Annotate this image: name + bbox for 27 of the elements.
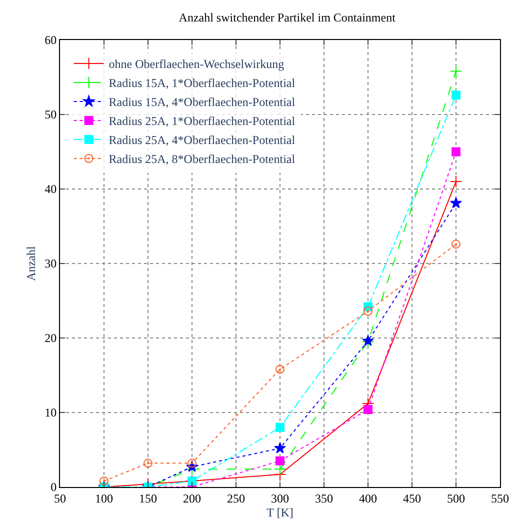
y-tick-label: 50 (44, 108, 57, 122)
y-tick-label: 20 (44, 331, 57, 346)
x-tick-label: 100 (95, 491, 113, 506)
y-tick-label: 0 (50, 480, 57, 494)
x-tick-label: 200 (183, 491, 201, 506)
chart-title: Anzahl switchender Partikel im Containment (178, 10, 396, 25)
legend-label: Radius 15A, 4*Oberflaechen-Potential (108, 95, 296, 110)
y-tick-label: 40 (44, 182, 57, 196)
x-tick-label: 450 (403, 491, 421, 506)
legend-label: ohne Oberflaechen-Wechselwirkung (108, 57, 284, 72)
x-tick-label: 400 (359, 491, 377, 506)
x-tick-label: 250 (227, 491, 245, 506)
x-tick-label: 550 (491, 491, 509, 506)
x-tick-label: 500 (447, 491, 465, 506)
x-tick-label: 150 (139, 491, 157, 506)
legend-label: Radius 25A, 4*Oberflaechen-Potential (108, 133, 296, 148)
x-axis-title: T [K] (266, 505, 294, 520)
y-tick-label: 30 (44, 256, 57, 271)
x-tick-label: 300 (271, 491, 289, 506)
legend-label: Radius 25A, 8*Oberflaechen-Potential (108, 152, 296, 166)
legend-label: Radius 15A, 1*Oberflaechen-Potential (108, 76, 296, 90)
y-tick-label: 60 (44, 33, 57, 48)
y-tick-label: 10 (44, 406, 57, 420)
x-tick-label: 350 (315, 491, 333, 506)
legend-label: Radius 25A, 1*Oberflaechen-Potential (108, 114, 296, 128)
x-tick-label: 50 (54, 491, 66, 506)
y-axis-title: Anzahl (24, 246, 38, 281)
